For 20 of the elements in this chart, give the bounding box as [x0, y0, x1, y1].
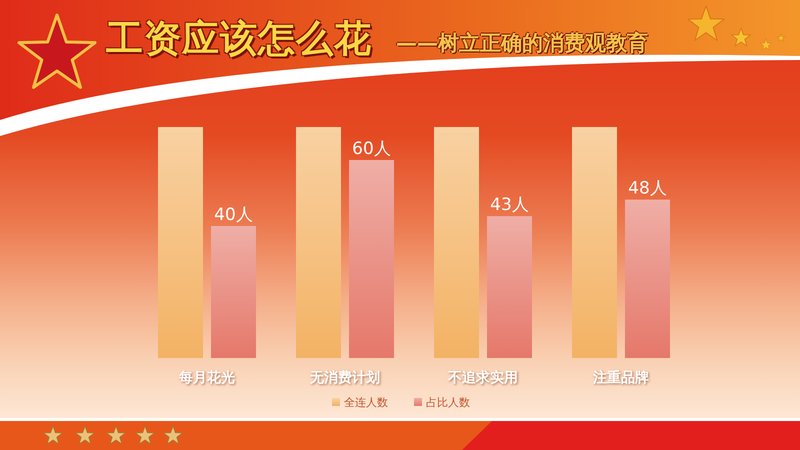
legend-label: 占比人数: [426, 396, 470, 409]
bar: [158, 127, 203, 358]
chart-subtitle: ——树立正确的消费观教育: [396, 30, 648, 57]
x-tick-label: 注重品牌: [592, 369, 649, 386]
chart-title: 工资应该怎么花: [106, 16, 372, 62]
bar: [572, 127, 617, 358]
bar: [487, 216, 532, 358]
bar: [296, 127, 341, 358]
bar: [349, 160, 394, 358]
data-label: 43人: [490, 195, 529, 216]
bar: [434, 127, 479, 358]
x-tick-label: 不追求实用: [447, 369, 518, 386]
bar: [211, 226, 256, 358]
data-label: 48人: [628, 178, 667, 199]
bar: [625, 200, 670, 358]
x-tick-label: 每月花光: [178, 370, 235, 386]
legend-label: 全连人数: [344, 396, 388, 409]
data-label: 60人: [352, 139, 391, 159]
data-label: 40人: [214, 205, 253, 225]
x-tick-label: 无消费计划: [309, 370, 380, 386]
